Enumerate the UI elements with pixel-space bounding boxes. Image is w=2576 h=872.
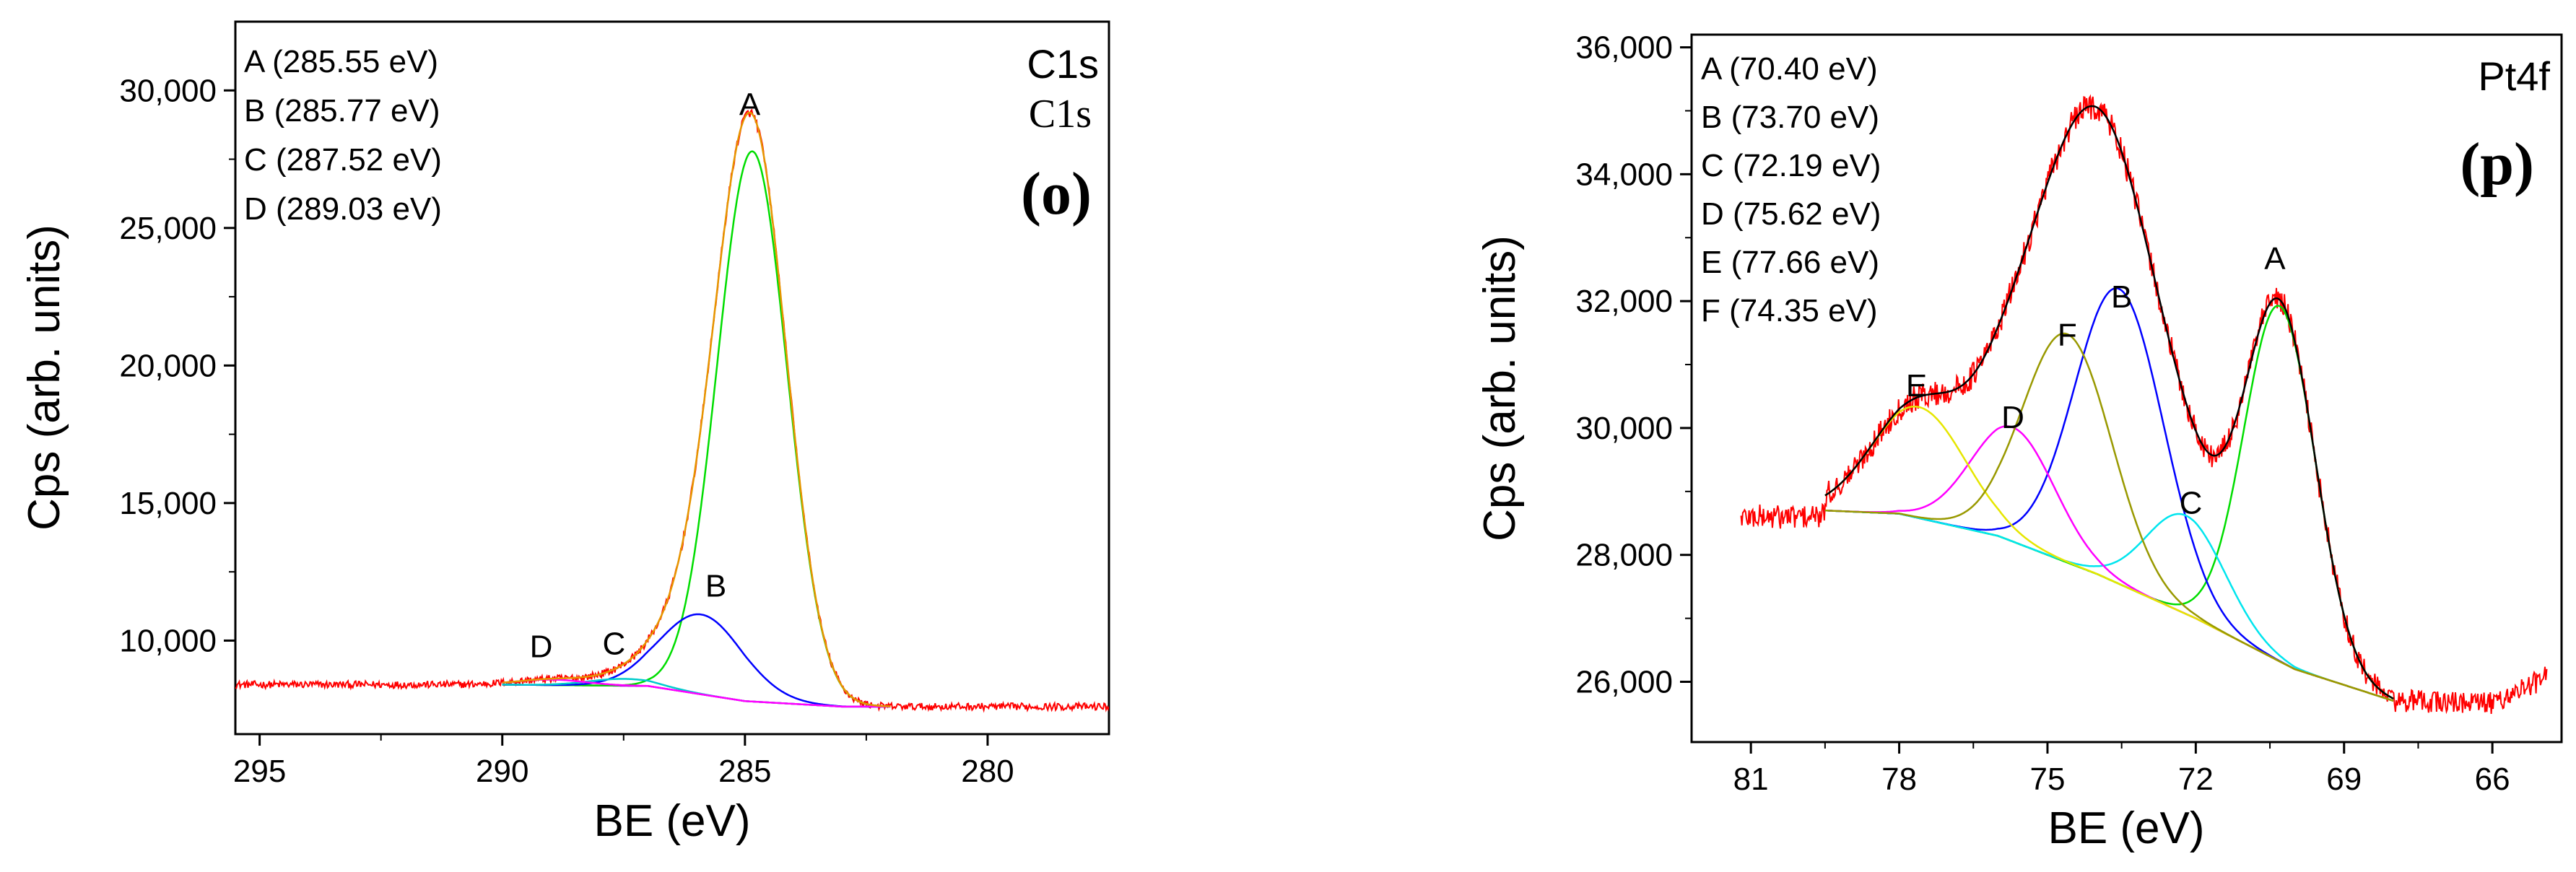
c1s-peak-a	[502, 150, 891, 707]
pt4f-legend-entry: C (72.19 eV)	[1701, 148, 1881, 183]
c1s-y-axis-title: Cps (arb. units)	[19, 224, 69, 531]
c1s-y-tick-label: 20,000	[119, 348, 217, 383]
pt4f-peak-label-d: D	[2001, 400, 2024, 435]
c1s-peak-label-b: B	[705, 568, 726, 603]
pt4f-peak-label-a: A	[2264, 241, 2286, 276]
pt4f-x-axis-title: BE (eV)	[2048, 803, 2204, 853]
pt4f-peak-label-b: B	[2111, 279, 2132, 315]
pt4f-title: Pt4f	[2478, 53, 2550, 99]
pt4f-legend-entry: B (73.70 eV)	[1701, 100, 1879, 135]
c1s-x-tick-label: 285	[718, 754, 771, 789]
c1s-peak-d	[502, 679, 891, 708]
pt4f-peak-c	[1824, 509, 2394, 702]
pt4f-legend-entry: E (77.66 eV)	[1701, 245, 1879, 280]
c1s-title: C1s	[1027, 41, 1099, 87]
pt4f-legend-entry: F (74.35 eV)	[1701, 293, 1878, 328]
pt4f-panel-letter: (p)	[2460, 131, 2534, 198]
c1s-peak-label-a: A	[739, 87, 761, 123]
pt4f-peak-a	[1824, 305, 2394, 700]
c1s-legend-entry: D (289.03 eV)	[244, 191, 442, 227]
c1s-y-tick-label: 25,000	[119, 211, 217, 246]
pt4f-y-tick-label: 36,000	[1575, 30, 1673, 66]
c1s-peak-label-c: C	[602, 626, 625, 661]
pt4f-peak-b	[1824, 287, 2394, 702]
pt4f-fit-envelope	[1824, 105, 2394, 700]
pt4f-raw-spectrum	[1740, 94, 2548, 715]
pt4f-x-tick-label: 69	[2326, 762, 2362, 797]
c1s-x-tick-label: 295	[233, 754, 286, 789]
c1s-fit-envelope	[502, 111, 891, 707]
pt4f-y-tick-label: 32,000	[1575, 284, 1673, 319]
c1s-plot-frame	[234, 20, 1110, 736]
pt4f-x-tick-label: 72	[2178, 762, 2214, 797]
pt4f-peak-label-c: C	[2180, 486, 2203, 521]
pt4f-peak-label-e: E	[1906, 368, 1927, 404]
c1s-legend: A (285.55 eV) B (285.77 eV) C (287.52 eV…	[244, 44, 442, 227]
c1s-panel-letter: (o)	[1021, 160, 1092, 227]
pt4f-x-tick-label: 66	[2475, 762, 2510, 797]
c1s-y-tick-label: 30,000	[119, 73, 217, 108]
pt4f-data-layer	[1740, 94, 2548, 715]
pt4f-legend-entry: A (70.40 eV)	[1701, 51, 1878, 87]
c1s-x-axis-title: BE (eV)	[593, 796, 750, 846]
pt4f-y-tick-label: 28,000	[1575, 538, 1673, 573]
c1s-y-tick-label: 15,000	[119, 486, 217, 521]
pt4f-plot-frame	[1690, 33, 2563, 744]
c1s-x-tick-label: 290	[476, 754, 528, 789]
pt4f-peak-label-f: F	[2058, 318, 2077, 353]
c1s-y-tick-label: 10,000	[119, 623, 217, 658]
c1s-legend-entry: C (287.52 eV)	[244, 142, 442, 178]
c1s-chart-panel: C1s C1s (o) A (285.55 eV) B (285.77 eV) …	[19, 20, 1110, 846]
pt4f-y-axis-title: Cps (arb. units)	[1475, 235, 1525, 541]
c1s-legend-entry: B (285.77 eV)	[244, 93, 440, 128]
pt4f-x-tick-label: 75	[2029, 762, 2065, 797]
pt4f-x-tick-label: 81	[1733, 762, 1769, 797]
pt4f-y-tick-label: 26,000	[1575, 665, 1673, 700]
pt4f-x-tick-label: 78	[1881, 762, 1917, 797]
c1s-background-line	[502, 684, 891, 708]
pt4f-peak-f	[1824, 332, 2394, 702]
pt4f-legend: A (70.40 eV) B (73.70 eV) C (72.19 eV) D…	[1701, 51, 1881, 328]
pt4f-peak-e	[1824, 405, 2394, 702]
c1s-data-layer	[235, 108, 1109, 713]
pt4f-y-tick-label: 34,000	[1575, 157, 1673, 192]
c1s-subtitle: C1s	[1029, 92, 1092, 136]
c1s-x-tick-label: 280	[961, 754, 1014, 789]
pt4f-legend-entry: D (75.62 eV)	[1701, 196, 1881, 232]
pt4f-y-tick-label: 30,000	[1575, 411, 1673, 446]
c1s-peak-label-d: D	[530, 629, 553, 664]
pt4f-chart-panel: Pt4f (p) A (70.40 eV) B (73.70 eV) C (72…	[1475, 30, 2563, 853]
c1s-legend-entry: A (285.55 eV)	[244, 44, 438, 79]
